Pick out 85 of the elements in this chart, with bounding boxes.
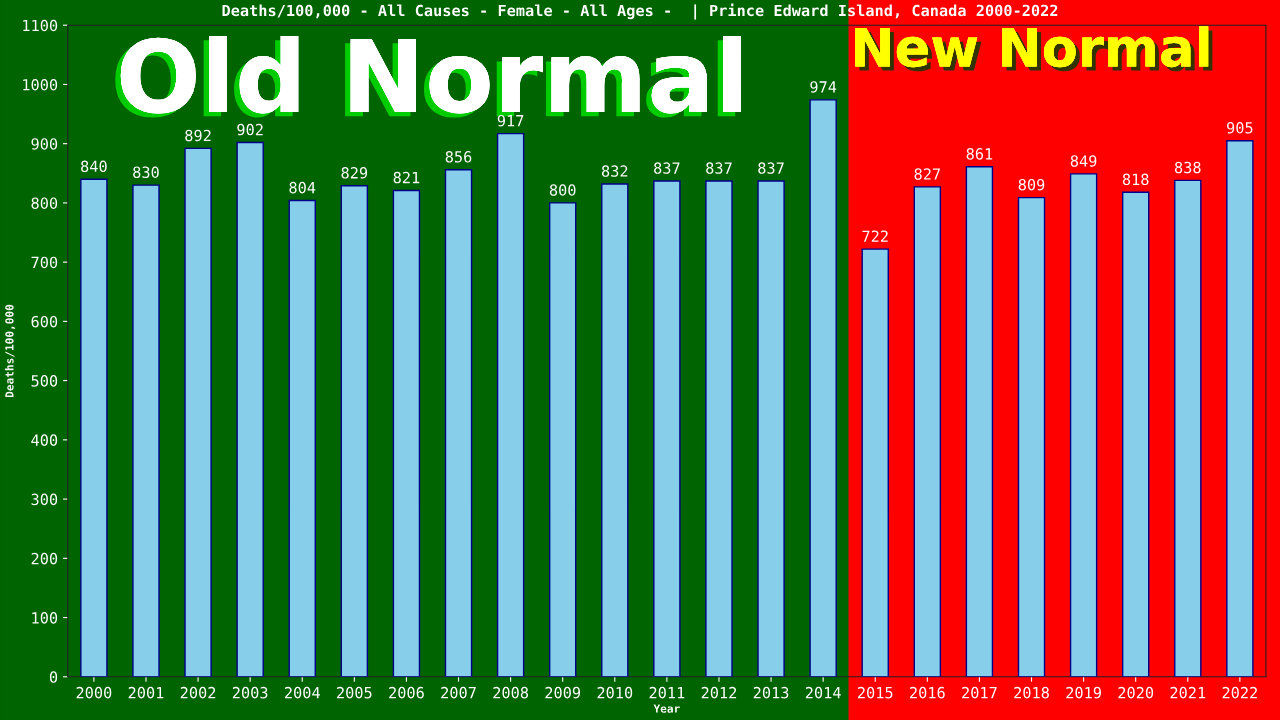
data-label: 840 (81, 160, 107, 173)
x-axis-title: Year (653, 704, 680, 713)
data-label: 861 (966, 148, 993, 160)
x-tick-label: 2002 (180, 686, 216, 699)
bar (288, 199, 316, 677)
x-tick-label: 2021 (1170, 686, 1206, 699)
y-tick-label: 500 (31, 375, 58, 387)
y-tick-label: 900 (31, 138, 58, 150)
bar (1017, 196, 1046, 677)
x-tick-label: 2020 (1118, 686, 1154, 699)
data-label: 800 (549, 184, 576, 196)
data-label: 829 (341, 167, 368, 179)
bar (444, 169, 473, 677)
data-label: 821 (393, 171, 420, 184)
y-tick-label: 100 (32, 612, 58, 624)
data-label: 837 (758, 162, 784, 174)
bar (496, 132, 525, 677)
bar (184, 147, 212, 677)
data-label: 832 (601, 165, 628, 177)
data-label: 974 (810, 81, 837, 93)
bar (132, 184, 160, 677)
x-tick-label: 2006 (389, 686, 424, 699)
bar (705, 180, 733, 677)
y-tick-label: 200 (31, 552, 58, 565)
x-tick-label: 2007 (441, 686, 476, 699)
bar (653, 180, 681, 677)
data-label: 722 (862, 230, 888, 242)
x-tick-label: 2017 (962, 686, 997, 699)
band-label: Old Normal (120, 36, 741, 114)
bar (392, 189, 421, 677)
y-tick-label: 1000 (23, 78, 58, 91)
data-label: 849 (1070, 155, 1097, 167)
bar (913, 186, 942, 677)
y-tick-label: 400 (31, 434, 58, 446)
data-label: 804 (289, 181, 316, 194)
x-tick-label: 2019 (1066, 686, 1101, 699)
data-label: 818 (1122, 173, 1149, 186)
bar (548, 202, 577, 677)
data-label: 809 (1018, 178, 1045, 191)
x-tick-label: 2014 (805, 686, 841, 699)
bar (601, 183, 629, 677)
x-tick-label: 2000 (76, 686, 112, 699)
data-label: 856 (445, 151, 472, 163)
data-label: 902 (237, 123, 263, 136)
bar (1069, 173, 1098, 677)
data-label: 838 (1174, 161, 1201, 174)
x-tick-label: 2016 (910, 686, 945, 699)
bar (236, 141, 264, 677)
y-tick-label: 700 (31, 256, 58, 269)
bar (1121, 191, 1150, 677)
y-tick-label: 300 (31, 493, 58, 506)
data-label: 917 (497, 114, 524, 127)
y-axis-title: Deaths/100,000 (5, 304, 16, 398)
bar (809, 99, 837, 677)
bar (1226, 140, 1254, 677)
bar (861, 248, 889, 677)
x-tick-label: 2003 (232, 686, 268, 699)
y-tick-label: 1100 (23, 19, 58, 32)
x-tick-label: 2022 (1222, 686, 1257, 699)
y-tick-label: 800 (31, 197, 58, 209)
x-tick-label: 2011 (649, 686, 685, 699)
x-tick-label: 2008 (493, 686, 529, 699)
bar (340, 185, 369, 677)
y-tick-label: 0 (49, 671, 58, 683)
x-tick-label: 2010 (597, 686, 633, 699)
x-tick-label: 2009 (545, 686, 581, 699)
bar (80, 178, 108, 677)
x-tick-label: 2005 (337, 686, 372, 699)
x-tick-label: 2004 (284, 686, 320, 699)
data-label: 827 (914, 168, 940, 180)
band-label: New Normal (855, 26, 1213, 72)
data-label: 830 (133, 166, 159, 179)
data-label: 905 (1227, 122, 1253, 134)
data-label: 892 (185, 129, 211, 142)
bar (1174, 179, 1202, 677)
x-tick-label: 2018 (1014, 686, 1049, 699)
x-tick-label: 2013 (753, 686, 789, 699)
bar (965, 166, 994, 677)
x-tick-label: 2012 (701, 686, 737, 699)
y-tick-label: 600 (31, 315, 58, 328)
data-label: 837 (706, 162, 732, 174)
data-label: 837 (654, 162, 680, 174)
x-tick-label: 2015 (857, 686, 893, 699)
x-tick-label: 2001 (128, 686, 164, 699)
bar (757, 180, 785, 677)
